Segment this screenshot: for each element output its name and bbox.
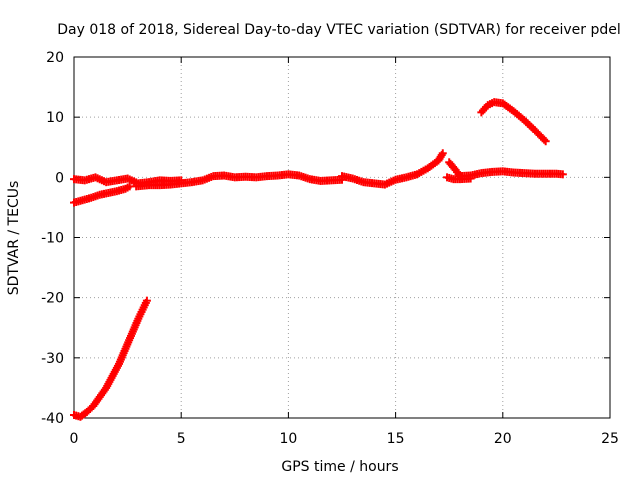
data-point xyxy=(558,170,567,179)
x-tick-label: 15 xyxy=(387,431,405,447)
data-point xyxy=(466,174,475,183)
y-tick-label: -20 xyxy=(41,291,64,307)
data-point xyxy=(142,296,151,305)
data-point xyxy=(438,149,447,158)
grid xyxy=(74,57,610,418)
y-tick-label: -40 xyxy=(41,411,64,427)
data-point xyxy=(541,137,550,146)
y-tick-label: 10 xyxy=(46,110,64,126)
y-tick-label: -10 xyxy=(41,231,64,247)
x-tick-label: 0 xyxy=(70,431,79,447)
x-tick-label: 20 xyxy=(494,431,512,447)
data-points xyxy=(70,98,567,421)
chart-title: Day 018 of 2018, Sidereal Day-to-day VTE… xyxy=(57,22,621,38)
data-point xyxy=(540,135,549,144)
y-tick-label: 20 xyxy=(46,50,64,66)
x-tick-label: 10 xyxy=(279,431,297,447)
ticks: 0 5 10 15 20 25 -40 -30 -20 -10 0 10 20 xyxy=(41,50,619,447)
y-axis-label: SDTVAR / TECUs xyxy=(6,181,22,296)
x-tick-label: 5 xyxy=(177,431,186,447)
y-tick-label: 0 xyxy=(55,170,64,186)
y-tick-label: -30 xyxy=(41,351,64,367)
x-axis-label: GPS time / hours xyxy=(281,459,398,475)
x-tick-label: 25 xyxy=(601,431,619,447)
